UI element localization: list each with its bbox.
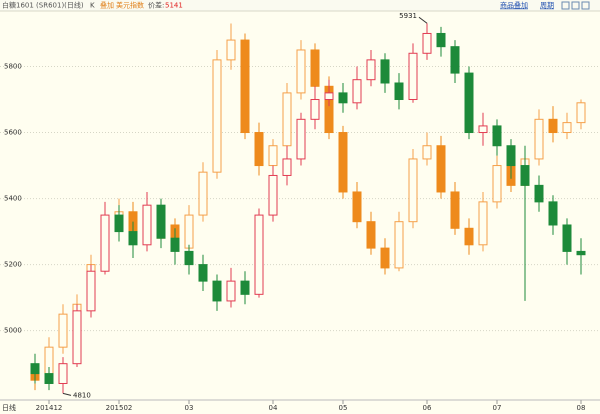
spread-value: 5141: [165, 2, 183, 10]
candle-body: [450, 191, 460, 229]
candle-body: [268, 145, 278, 167]
candle-body: [198, 171, 208, 216]
candle-body: [380, 59, 390, 84]
candle-body: [422, 32, 432, 54]
candle-body: [184, 250, 194, 266]
candle-body: [422, 145, 432, 160]
candle-body: [436, 145, 446, 193]
candle-body: [100, 214, 110, 272]
candle-body: [492, 125, 502, 147]
candle-body: [58, 313, 68, 348]
candle-body: [464, 72, 474, 134]
x-tick-label: 04: [269, 404, 278, 412]
candle-body: [296, 49, 306, 94]
candle-body: [324, 92, 334, 101]
y-tick-label: 5600: [4, 129, 22, 137]
candle-body: [450, 46, 460, 74]
header-bar: [0, 0, 600, 11]
candle-body: [394, 221, 404, 269]
overlay-label: 叠加: [100, 1, 114, 10]
candle-body: [268, 174, 278, 216]
candle-body: [142, 204, 152, 246]
candle-body: [310, 99, 320, 120]
min-leader: [62, 392, 72, 396]
candle-body: [44, 373, 54, 384]
candle-body: [352, 191, 362, 223]
candle-body: [562, 122, 572, 134]
candle-body: [338, 92, 348, 104]
x-tick-label: 201502: [106, 404, 133, 412]
candle-body: [58, 363, 68, 384]
candle-body: [408, 158, 418, 223]
candle-body: [548, 118, 558, 134]
candle-body: [170, 237, 180, 252]
overlay-button[interactable]: 商品叠加: [500, 1, 528, 10]
x-tick-label: 201412: [36, 404, 63, 412]
candle-body: [478, 125, 488, 134]
candle-body: [226, 39, 236, 61]
candle-body: [576, 102, 586, 124]
x-tick-label: 06: [423, 404, 432, 412]
candle-body: [240, 39, 250, 134]
candle-body: [254, 214, 264, 295]
candle-body: [338, 132, 348, 193]
y-tick-label: 5000: [4, 327, 22, 335]
candle-body: [128, 231, 138, 246]
candle-body: [366, 59, 376, 81]
candle-body: [408, 52, 418, 101]
zoom-in-button[interactable]: [561, 1, 570, 10]
candle-body: [506, 145, 516, 167]
x-tick-label: 03: [185, 404, 194, 412]
candle-body: [520, 165, 530, 186]
candle-body: [436, 32, 446, 48]
candle-body: [394, 82, 404, 101]
candle-body: [576, 250, 586, 256]
zoom-out-button[interactable]: [571, 1, 580, 10]
candle-body: [30, 363, 40, 375]
y-tick-label: 5400: [4, 195, 22, 203]
candle-body: [184, 214, 194, 249]
x-tick-label: 07: [493, 404, 502, 412]
candle-body: [212, 280, 222, 302]
candle-body: [492, 165, 502, 203]
chart-mode: K: [90, 2, 95, 10]
candle-body: [282, 92, 292, 147]
candle-body: [156, 204, 166, 239]
x-axis-label: 日线: [2, 403, 16, 412]
candle-body: [198, 264, 208, 282]
candle-body: [254, 132, 264, 167]
candle-body: [534, 184, 544, 203]
candle-body: [226, 280, 236, 302]
candle-body: [114, 214, 124, 233]
period-button[interactable]: 周期: [540, 2, 554, 10]
max-label: 5931: [399, 12, 417, 20]
candle-body: [72, 310, 82, 365]
candle-body: [240, 280, 250, 295]
overlay-name: 美元指数: [116, 1, 144, 10]
candle-body: [464, 227, 474, 246]
y-tick-label: 5200: [4, 261, 22, 269]
candle-body: [86, 270, 96, 312]
settings-button[interactable]: [581, 1, 590, 10]
candle-body: [296, 118, 306, 160]
candle-body: [562, 224, 572, 252]
x-tick-label: 05: [339, 404, 348, 412]
candle-body: [534, 118, 544, 160]
candle-body: [310, 49, 320, 87]
x-tick-label: 08: [577, 404, 586, 412]
y-tick-label: 5800: [4, 62, 22, 70]
candle-body: [212, 59, 222, 173]
max-leader: [418, 16, 428, 24]
min-label: 4810: [73, 391, 91, 399]
candle-body: [548, 201, 558, 226]
candle-body: [352, 79, 362, 104]
candle-body: [478, 201, 488, 246]
instrument-title: 白糖1601 (SR601)(日线): [2, 1, 84, 10]
candle-body: [366, 221, 376, 249]
spread-label: 价差:: [148, 1, 164, 10]
candle-body: [282, 158, 292, 176]
candle-body: [380, 247, 390, 269]
